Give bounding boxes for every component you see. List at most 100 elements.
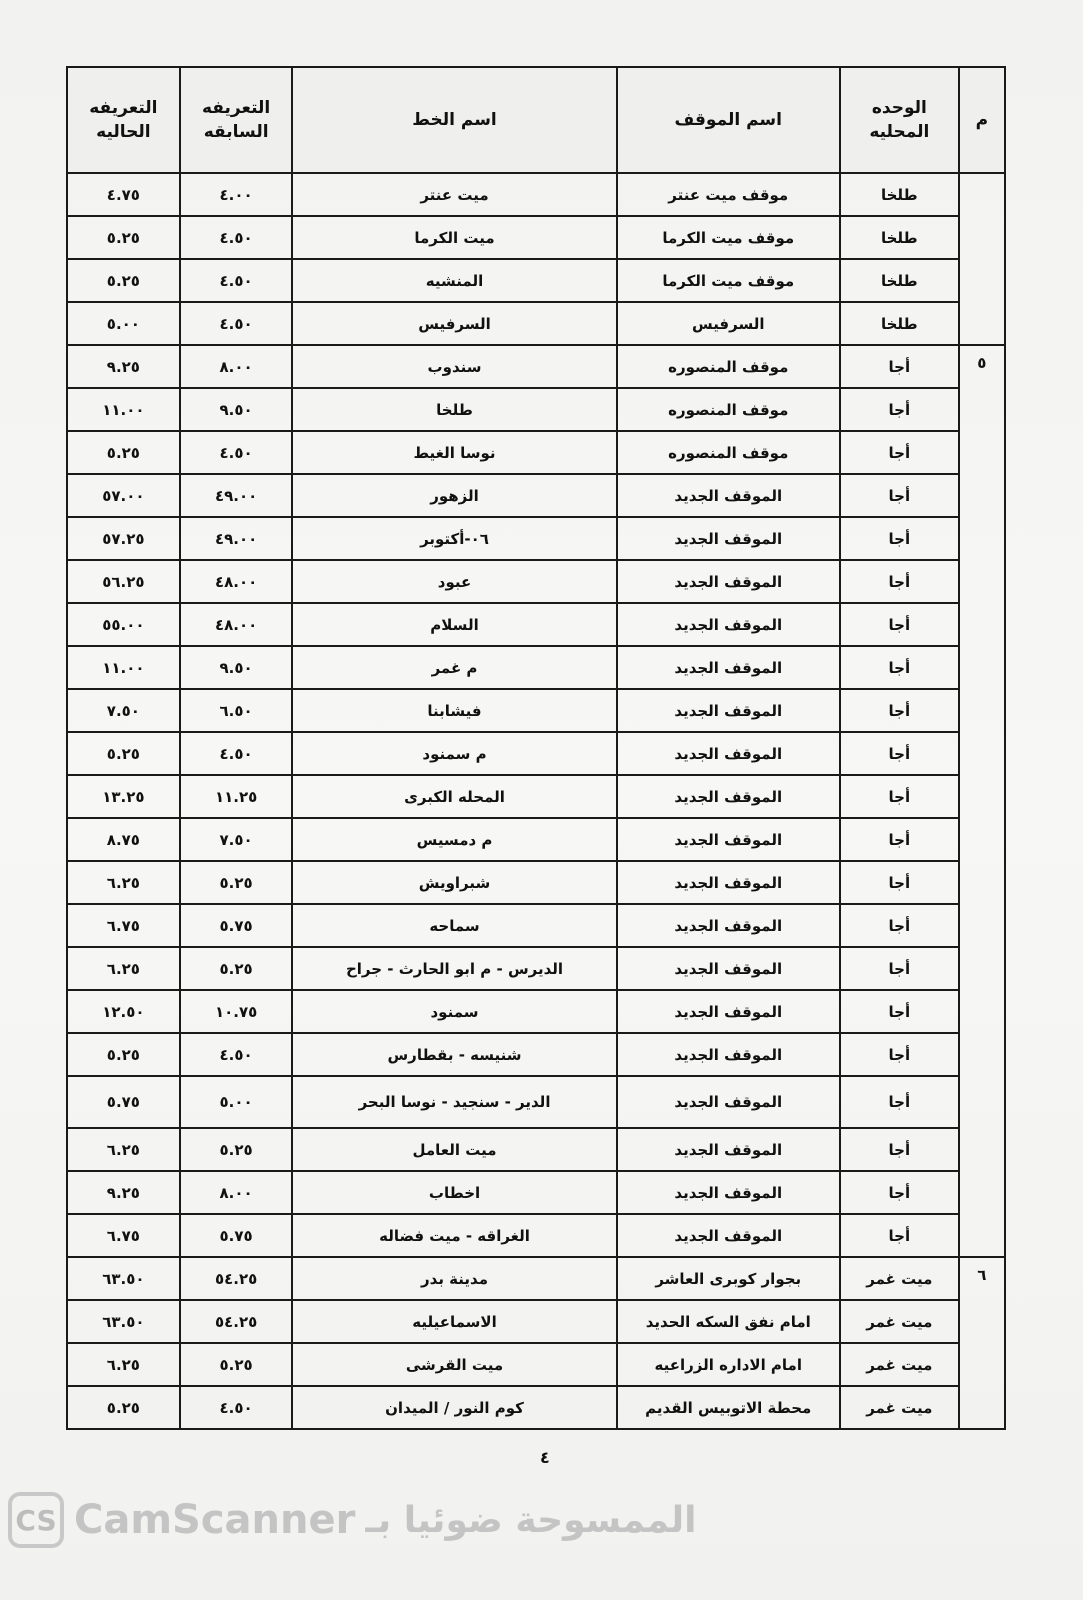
table-row: أجا الموقف الجديد المحله الكبرى ١١.٢٥ ١٣.٢٥ — [66, 774, 1005, 819]
line-name-cell: نوسا الغيط — [291, 430, 618, 475]
line-name-cell: ٠٦-أكتوبر — [291, 516, 618, 561]
current-fare-cell: ٦.٢٥ — [66, 1127, 181, 1172]
previous-fare-cell: ٩.٥٠ — [178, 645, 294, 690]
current-fare-cell: ٥.٢٥ — [66, 215, 181, 260]
current-fare-cell: ٦.٢٥ — [66, 946, 181, 991]
table-row: طلخا موقف ميت الكرما ميت الكرما ٤.٥٠ ٥.٢٥ — [66, 215, 1005, 260]
current-fare-cell: ١١.٠٠ — [66, 645, 181, 690]
line-name-cell: طلخا — [291, 387, 618, 432]
camscanner-arabic-text: الممسوحة ضوئيا بـ — [365, 1499, 697, 1541]
stop-name-cell: الموقف الجديد — [615, 1170, 841, 1215]
line-name-cell: سندوب — [291, 344, 618, 389]
page-number: ٤ — [540, 1448, 550, 1467]
previous-fare-cell: ٤.٥٠ — [178, 301, 294, 346]
local-unit-cell: طلخا — [838, 258, 960, 303]
local-unit-cell: أجا — [838, 430, 960, 475]
line-name-cell: ميت عنتر — [291, 172, 618, 217]
line-name-cell: عبود — [291, 559, 618, 604]
stop-name-cell: موقف ميت الكرما — [615, 215, 841, 260]
table-body: طلخا موقف ميت عنتر ميت عنتر ٤.٠٠ ٤.٧٥ طلخا موق… — [66, 172, 1007, 1430]
local-unit-cell: أجا — [838, 731, 960, 776]
camscanner-logo-icon: CS — [8, 1492, 64, 1548]
stop-name-cell: الموقف الجديد — [615, 1213, 841, 1258]
previous-fare-cell: ٤٩.٠٠ — [178, 473, 294, 518]
local-unit-cell: أجا — [838, 1032, 960, 1077]
table-row: أجا الموقف الجديد شنيسه - بقطارس ٤.٥٠ ٥.٢٥ — [66, 1032, 1005, 1077]
line-name-cell: ميت القرشى — [291, 1342, 618, 1387]
stop-name-cell: الموقف الجديد — [615, 946, 841, 991]
table-row: أجا الموقف الجديد ميت العامل ٥.٢٥ ٦.٢٥ — [66, 1127, 1005, 1172]
local-unit-cell: أجا — [838, 903, 960, 948]
current-fare-cell: ٩.٢٥ — [66, 1170, 181, 1215]
previous-fare-cell: ٤.٠٠ — [178, 172, 294, 217]
table-row: ميت غمر محطة الاتوبيس القديم كوم النور / ا… — [66, 1385, 1005, 1430]
line-name-cell: الديرس - م ابو الحارث - جراح — [291, 946, 618, 991]
stop-name-cell: الموقف الجديد — [615, 473, 841, 518]
previous-fare-cell: ٤.٥٠ — [178, 1032, 294, 1077]
line-name-cell: الدير - سنجيد - نوسا البحر — [291, 1075, 618, 1129]
stop-name-cell: الموقف الجديد — [615, 817, 841, 862]
table-row: أجا الموقف الجديد م غمر ٩.٥٠ ١١.٠٠ — [66, 645, 1005, 690]
stop-name-cell: موقف المنصوره — [615, 344, 841, 389]
stop-name-cell: الموقف الجديد — [615, 731, 841, 776]
previous-fare-cell: ٤٨.٠٠ — [178, 602, 294, 647]
local-unit-cell: ميت غمر — [838, 1385, 960, 1430]
previous-fare-cell: ٤٨.٠٠ — [178, 559, 294, 604]
line-name-cell: السلام — [291, 602, 618, 647]
table-header-row: م الوحده المحليه اسم الموقف اسم الخط الت… — [66, 66, 1007, 174]
local-unit-cell: أجا — [838, 559, 960, 604]
previous-fare-cell: ٥.٧٥ — [178, 903, 294, 948]
current-fare-cell: ٦٣.٥٠ — [66, 1299, 181, 1344]
previous-fare-cell: ٥٤.٢٥ — [178, 1299, 294, 1344]
stop-name-cell: الموقف الجديد — [615, 860, 841, 905]
local-unit-cell: أجا — [838, 344, 960, 389]
stop-name-cell: الموقف الجديد — [615, 1075, 841, 1129]
current-fare-cell: ٥.٢٥ — [66, 258, 181, 303]
previous-fare-cell: ٤.٥٠ — [178, 258, 294, 303]
serial-cell: ٦ — [957, 1256, 1007, 1430]
table-row: أجا الموقف الجديد الغراقه - ميت فضاله ٥.٧٥ ٦… — [66, 1213, 1005, 1258]
local-unit-cell: أجا — [838, 774, 960, 819]
table-row: طلخا موقف ميت الكرما المنشيه ٤.٥٠ ٥.٢٥ — [66, 258, 1005, 303]
current-fare-cell: ٥.٠٠ — [66, 301, 181, 346]
local-unit-cell: طلخا — [838, 301, 960, 346]
current-fare-cell: ١٢.٥٠ — [66, 989, 181, 1034]
header-previous-fare: التعريفه السابقه — [178, 66, 294, 174]
table-row: أجا الموقف الجديد الديرس - م ابو الحارث - … — [66, 946, 1005, 991]
previous-fare-cell: ١٠.٧٥ — [178, 989, 294, 1034]
stop-name-cell: السرفيس — [615, 301, 841, 346]
current-fare-cell: ٥٦.٢٥ — [66, 559, 181, 604]
local-unit-cell: أجا — [838, 387, 960, 432]
line-name-cell: اخطاب — [291, 1170, 618, 1215]
local-unit-cell: أجا — [838, 989, 960, 1034]
previous-fare-cell: ٥.٢٥ — [178, 946, 294, 991]
camscanner-watermark: CS CamScanner الممسوحة ضوئيا بـ — [8, 1492, 696, 1548]
table-row: طلخا موقف ميت عنتر ميت عنتر ٤.٠٠ ٤.٧٥ — [66, 172, 1007, 346]
line-name-cell: م دمسيس — [291, 817, 618, 862]
line-name-cell: شنيسه - بقطارس — [291, 1032, 618, 1077]
previous-fare-cell: ٤.٥٠ — [178, 430, 294, 475]
current-fare-cell: ٥.٧٥ — [66, 1075, 181, 1129]
header-local-unit: الوحده المحليه — [838, 66, 960, 174]
local-unit-cell: طلخا — [838, 172, 960, 217]
previous-fare-cell: ٥.٢٥ — [178, 1127, 294, 1172]
header-m: م — [957, 66, 1007, 174]
table-row: أجا الموقف الجديد م سمنود ٤.٥٠ ٥.٢٥ — [66, 731, 1005, 776]
local-unit-cell: طلخا — [838, 215, 960, 260]
table-row: أجا الموقف الجديد سمنود ١٠.٧٥ ١٢.٥٠ — [66, 989, 1005, 1034]
line-name-cell: م غمر — [291, 645, 618, 690]
local-unit-cell: أجا — [838, 473, 960, 518]
current-fare-cell: ١١.٠٠ — [66, 387, 181, 432]
current-fare-cell: ٦.٢٥ — [66, 860, 181, 905]
previous-fare-cell: ١١.٢٥ — [178, 774, 294, 819]
line-name-cell: مدينة بدر — [291, 1256, 618, 1301]
local-unit-cell: أجا — [838, 817, 960, 862]
table-row: أجا الموقف الجديد فيشابنا ٦.٥٠ ٧.٥٠ — [66, 688, 1005, 733]
current-fare-cell: ٨.٧٥ — [66, 817, 181, 862]
line-name-cell: ميت الكرما — [291, 215, 618, 260]
previous-fare-cell: ٦.٥٠ — [178, 688, 294, 733]
line-name-cell: المنشيه — [291, 258, 618, 303]
previous-fare-cell: ٨.٠٠ — [178, 344, 294, 389]
fares-table: م الوحده المحليه اسم الموقف اسم الخط الت… — [66, 66, 1007, 1430]
